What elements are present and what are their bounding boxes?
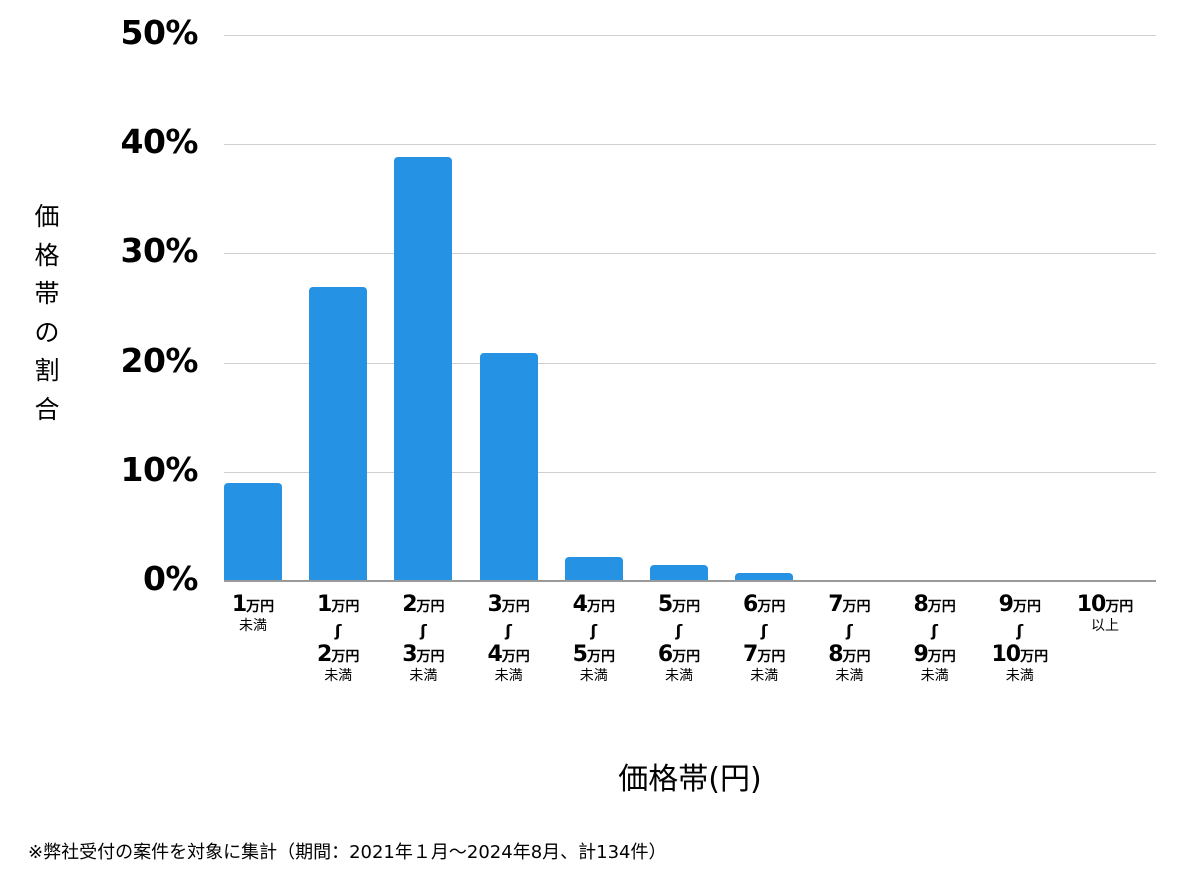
range-tilde: ʃ bbox=[505, 621, 512, 640]
range-from-number: 10 bbox=[1076, 592, 1107, 617]
x-category-label: 7万円 ʃ 8万円 未満 bbox=[809, 592, 889, 685]
y-tick-label: 50% bbox=[120, 13, 199, 52]
y-axis-title: 価格帯の割合 bbox=[30, 198, 64, 429]
range-to-number: 6 bbox=[657, 642, 673, 667]
y-tick-label: 10% bbox=[120, 449, 199, 489]
x-category-label: 1万円未満 bbox=[213, 592, 293, 635]
range-unit: 万円 bbox=[1012, 599, 1041, 615]
x-category-label: 8万円 ʃ 9万円 未満 bbox=[895, 592, 975, 685]
gridline bbox=[224, 471, 1156, 473]
range-to-number: 2 bbox=[317, 642, 332, 667]
range-from-number: 6 bbox=[743, 592, 758, 617]
range-unit: 万円 bbox=[416, 649, 445, 665]
range-unit: 万円 bbox=[501, 599, 530, 615]
range-from-number: 1 bbox=[317, 592, 332, 617]
gridline bbox=[224, 144, 1156, 146]
bar bbox=[479, 352, 538, 581]
range-unit: 万円 bbox=[331, 599, 360, 615]
y-axis-title-char: 格 bbox=[34, 240, 60, 270]
footnote: ※弊社受付の案件を対象に集計（期間：2021年１月〜2024年8月、計134件） bbox=[28, 842, 667, 863]
x-category-label: 6万円 ʃ 7万円 未満 bbox=[724, 592, 804, 685]
range-tilde: ʃ bbox=[846, 621, 853, 640]
range-tilde: ʃ bbox=[675, 621, 683, 640]
range-unit: 万円 bbox=[416, 599, 445, 615]
gridline bbox=[224, 35, 1156, 36]
range-unit: 万円 bbox=[672, 649, 701, 665]
y-axis-title-char: 合 bbox=[34, 394, 60, 424]
y-axis-title-char: 価 bbox=[34, 202, 60, 231]
range-suffix: 未満 bbox=[835, 668, 864, 684]
x-category-label: 4万円 ʃ 5万円 未満 bbox=[554, 592, 634, 685]
bar bbox=[309, 287, 368, 581]
y-tick-label: 40% bbox=[120, 122, 199, 162]
bar bbox=[564, 556, 623, 581]
range-unit: 万円 bbox=[331, 649, 360, 665]
range-unit: 万円 bbox=[586, 649, 615, 665]
range-unit: 万円 bbox=[501, 649, 530, 665]
range-to-number: 9 bbox=[913, 642, 928, 667]
range-unit: 万円 bbox=[842, 649, 871, 665]
range-from-number: 4 bbox=[572, 592, 588, 617]
range-suffix: 未満 bbox=[239, 618, 267, 634]
bar bbox=[224, 482, 282, 581]
range-to-number: 10 bbox=[991, 642, 1021, 667]
range-suffix: 未満 bbox=[409, 668, 438, 684]
range-suffix: 未満 bbox=[494, 668, 523, 684]
range-from-number: 1 bbox=[231, 592, 247, 617]
range-to-number: 4 bbox=[487, 642, 502, 667]
x-axis-baseline bbox=[224, 580, 1156, 582]
range-tilde: ʃ bbox=[420, 621, 427, 640]
x-category-label: 9万円 ʃ 10万円 未満 bbox=[980, 592, 1060, 685]
range-from-number: 2 bbox=[402, 592, 417, 617]
x-category-label: 2万円 ʃ 3万円 未満 bbox=[383, 592, 463, 685]
range-suffix: 未満 bbox=[1005, 668, 1034, 684]
range-unit: 万円 bbox=[757, 599, 786, 615]
range-to-number: 3 bbox=[402, 642, 417, 667]
x-category-label: 3万円 ʃ 4万円 未満 bbox=[469, 592, 549, 685]
range-to-number: 8 bbox=[828, 642, 843, 667]
range-unit: 万円 bbox=[1020, 649, 1049, 665]
range-tilde: ʃ bbox=[334, 621, 342, 640]
bar bbox=[394, 157, 453, 581]
x-axis-title: 価格帯(円) bbox=[618, 762, 762, 797]
range-unit: 万円 bbox=[672, 599, 701, 615]
range-suffix: 未満 bbox=[665, 668, 693, 684]
gridline bbox=[224, 253, 1156, 255]
y-tick-label: 30% bbox=[120, 231, 199, 271]
range-unit: 万円 bbox=[246, 599, 275, 615]
bar bbox=[650, 564, 708, 581]
range-unit: 万円 bbox=[586, 599, 615, 615]
range-tilde: ʃ bbox=[590, 621, 598, 640]
x-category-label: 5万円 ʃ 6万円 未満 bbox=[639, 592, 719, 685]
x-category-label: 10万円以上 bbox=[1065, 592, 1145, 635]
range-from-number: 5 bbox=[657, 592, 673, 617]
range-from-number: 7 bbox=[828, 592, 843, 617]
range-suffix: 未満 bbox=[324, 668, 353, 684]
range-to-number: 5 bbox=[572, 642, 588, 667]
x-category-label: 1万円 ʃ 2万円 未満 bbox=[298, 592, 378, 685]
range-tilde: ʃ bbox=[1016, 621, 1024, 640]
range-unit: 万円 bbox=[927, 599, 956, 615]
range-unit: 万円 bbox=[1105, 599, 1134, 615]
y-axis-title-char: の bbox=[34, 317, 60, 347]
range-tilde: ʃ bbox=[931, 621, 938, 640]
range-unit: 万円 bbox=[927, 649, 956, 665]
range-unit: 万円 bbox=[842, 599, 871, 615]
gridline bbox=[224, 362, 1156, 364]
range-from-number: 3 bbox=[487, 592, 502, 617]
range-suffix: 未満 bbox=[920, 668, 949, 684]
bar bbox=[735, 573, 794, 581]
range-tilde: ʃ bbox=[760, 621, 768, 640]
range-to-number: 7 bbox=[743, 642, 758, 667]
y-axis-title-char: 割 bbox=[34, 356, 60, 385]
range-suffix: 未満 bbox=[750, 668, 779, 684]
range-from-number: 9 bbox=[998, 592, 1014, 617]
y-axis-title-char: 帯 bbox=[34, 279, 60, 308]
range-from-number: 8 bbox=[913, 592, 928, 617]
y-tick-label: 0% bbox=[142, 559, 199, 598]
range-suffix: 以上 bbox=[1091, 618, 1119, 634]
y-tick-label: 20% bbox=[120, 340, 199, 380]
range-suffix: 未満 bbox=[579, 668, 608, 684]
range-unit: 万円 bbox=[757, 649, 786, 665]
